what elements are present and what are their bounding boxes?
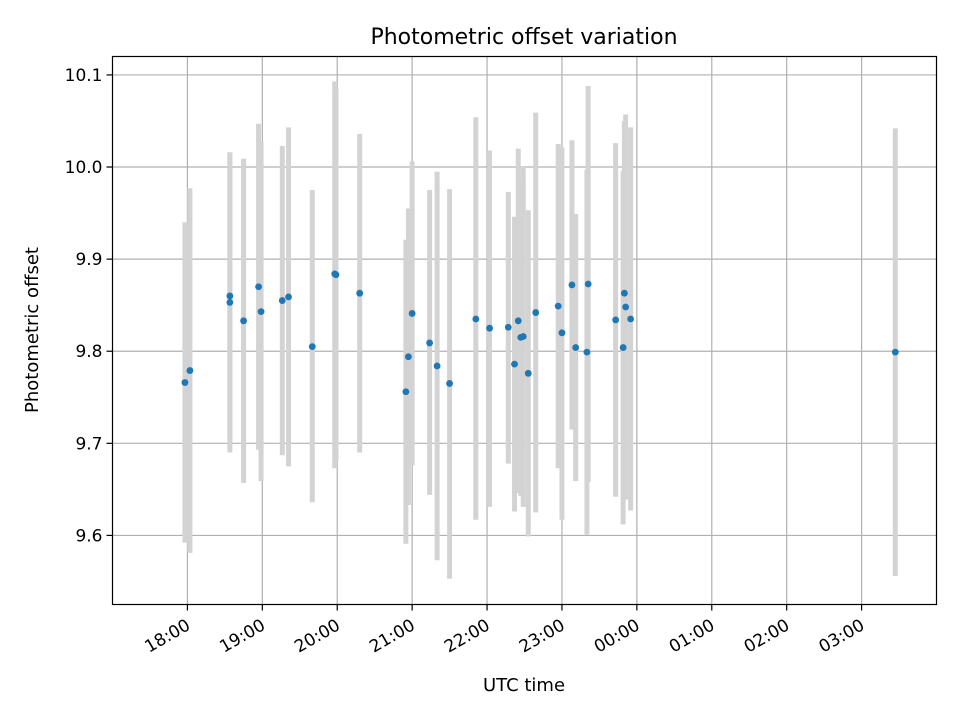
chart-title: Photometric offset variation xyxy=(370,25,677,50)
data-point xyxy=(619,344,627,351)
data-point xyxy=(514,317,522,325)
data-point xyxy=(285,293,292,301)
data-point xyxy=(572,344,580,351)
data-point xyxy=(332,271,340,279)
data-point xyxy=(402,388,410,396)
data-point xyxy=(226,299,234,306)
data-point xyxy=(891,348,899,356)
data-point xyxy=(472,315,480,323)
y-tick-label: 9.6 xyxy=(75,526,102,546)
data-point xyxy=(612,316,620,324)
data-point xyxy=(226,292,234,300)
data-point xyxy=(404,353,412,361)
data-point xyxy=(584,280,592,288)
data-point xyxy=(356,289,364,297)
data-point xyxy=(408,310,416,317)
data-point xyxy=(257,308,265,316)
data-point xyxy=(426,339,434,347)
y-tick-label: 9.9 xyxy=(75,250,102,270)
x-axis-label: UTC time xyxy=(483,675,565,696)
data-point xyxy=(308,343,316,351)
plot-frame xyxy=(111,55,938,606)
data-point xyxy=(620,289,628,297)
y-axis-label: Photometric offset xyxy=(22,247,43,413)
data-point xyxy=(532,309,540,316)
y-tick-label: 10.0 xyxy=(65,158,103,178)
y-axis-ticks: 9.6 9.7 9.8 9.9 10.0 10.1 xyxy=(65,66,113,546)
data-point xyxy=(554,302,562,310)
data-point xyxy=(627,315,635,323)
data-point xyxy=(568,281,576,289)
data-point xyxy=(255,283,262,291)
data-point xyxy=(511,360,518,368)
data-point xyxy=(181,379,189,386)
y-tick-label: 10.1 xyxy=(65,66,103,86)
data-point xyxy=(524,369,532,377)
data-point xyxy=(433,362,441,370)
data-points xyxy=(181,270,899,396)
y-tick-label: 9.7 xyxy=(75,434,102,454)
data-point xyxy=(622,303,630,311)
data-point xyxy=(519,333,527,340)
y-tick-label: 9.8 xyxy=(75,342,102,362)
data-point xyxy=(504,323,512,331)
data-point xyxy=(446,380,453,387)
data-point xyxy=(486,324,493,332)
data-point xyxy=(186,367,194,374)
data-point xyxy=(558,329,566,337)
data-point xyxy=(278,297,286,304)
data-point xyxy=(583,348,591,356)
data-point xyxy=(240,317,247,325)
